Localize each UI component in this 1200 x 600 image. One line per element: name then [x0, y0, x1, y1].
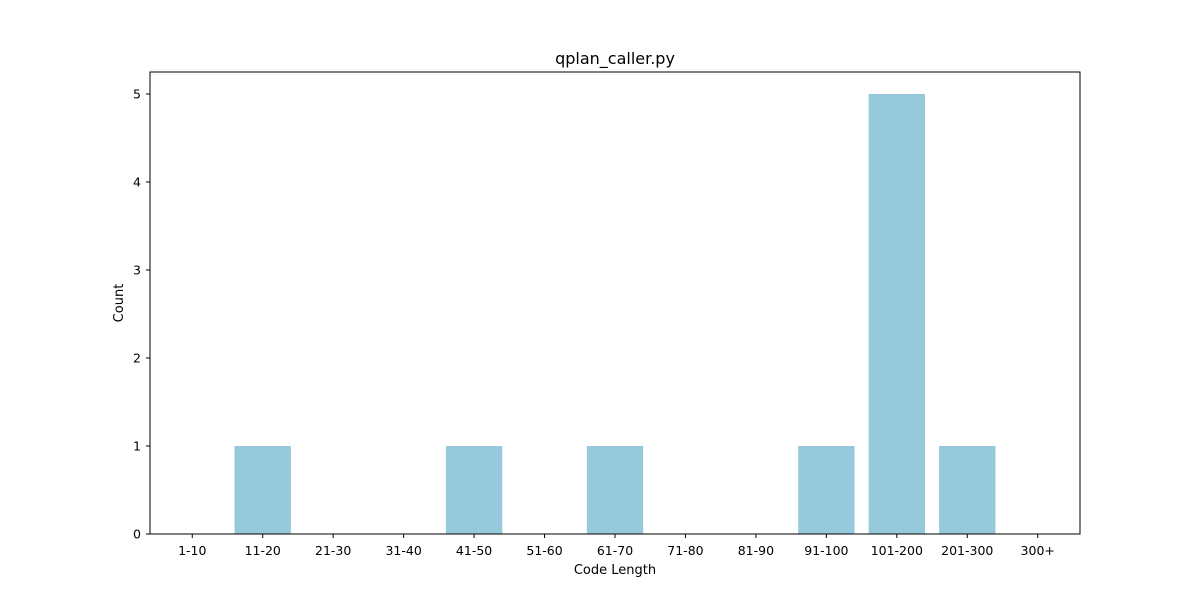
- y-axis-ticks: 0 1 2 3 4 5: [133, 87, 150, 542]
- y-tick-label: 3: [133, 263, 141, 278]
- y-tick-label: 1: [133, 439, 141, 454]
- x-tick-label: 21-30: [315, 543, 351, 558]
- bar-201-300: [939, 446, 996, 534]
- x-tick-label: 201-300: [941, 543, 993, 558]
- bar-11-20: [234, 446, 291, 534]
- bar-61-70: [586, 446, 644, 534]
- x-tick-label: 41-50: [456, 543, 492, 558]
- x-tick-label: 101-200: [871, 543, 923, 558]
- x-axis-ticks: 1-10 11-20 21-30 31-40 41-50 51-60 61-70 71-80 8…: [178, 534, 1055, 558]
- x-tick-label: 61-70: [597, 543, 633, 558]
- x-tick-label: 81-90: [738, 543, 774, 558]
- y-tick-label: 5: [133, 87, 141, 102]
- x-tick-label: 31-40: [385, 543, 421, 558]
- x-tick-label: 51-60: [526, 543, 562, 558]
- bar-91-100: [798, 446, 855, 534]
- x-tick-label: 11-20: [245, 543, 281, 558]
- x-axis-label: Code Length: [574, 563, 656, 578]
- y-tick-label: 4: [133, 175, 141, 190]
- x-tick-label: 1-10: [178, 543, 206, 558]
- bar-41-50: [445, 446, 503, 534]
- y-tick-label: 0: [133, 527, 141, 542]
- plot-frame: [149, 71, 1081, 535]
- bars-group: [234, 94, 996, 534]
- bar-101-200: [868, 94, 925, 534]
- chart-title: qplan_caller.py: [555, 49, 675, 69]
- y-axis-label: Count: [112, 284, 127, 323]
- x-tick-label: 300+: [1021, 543, 1055, 558]
- x-tick-label: 91-100: [804, 543, 848, 558]
- x-tick-label: 71-80: [667, 543, 703, 558]
- y-tick-label: 2: [133, 351, 141, 366]
